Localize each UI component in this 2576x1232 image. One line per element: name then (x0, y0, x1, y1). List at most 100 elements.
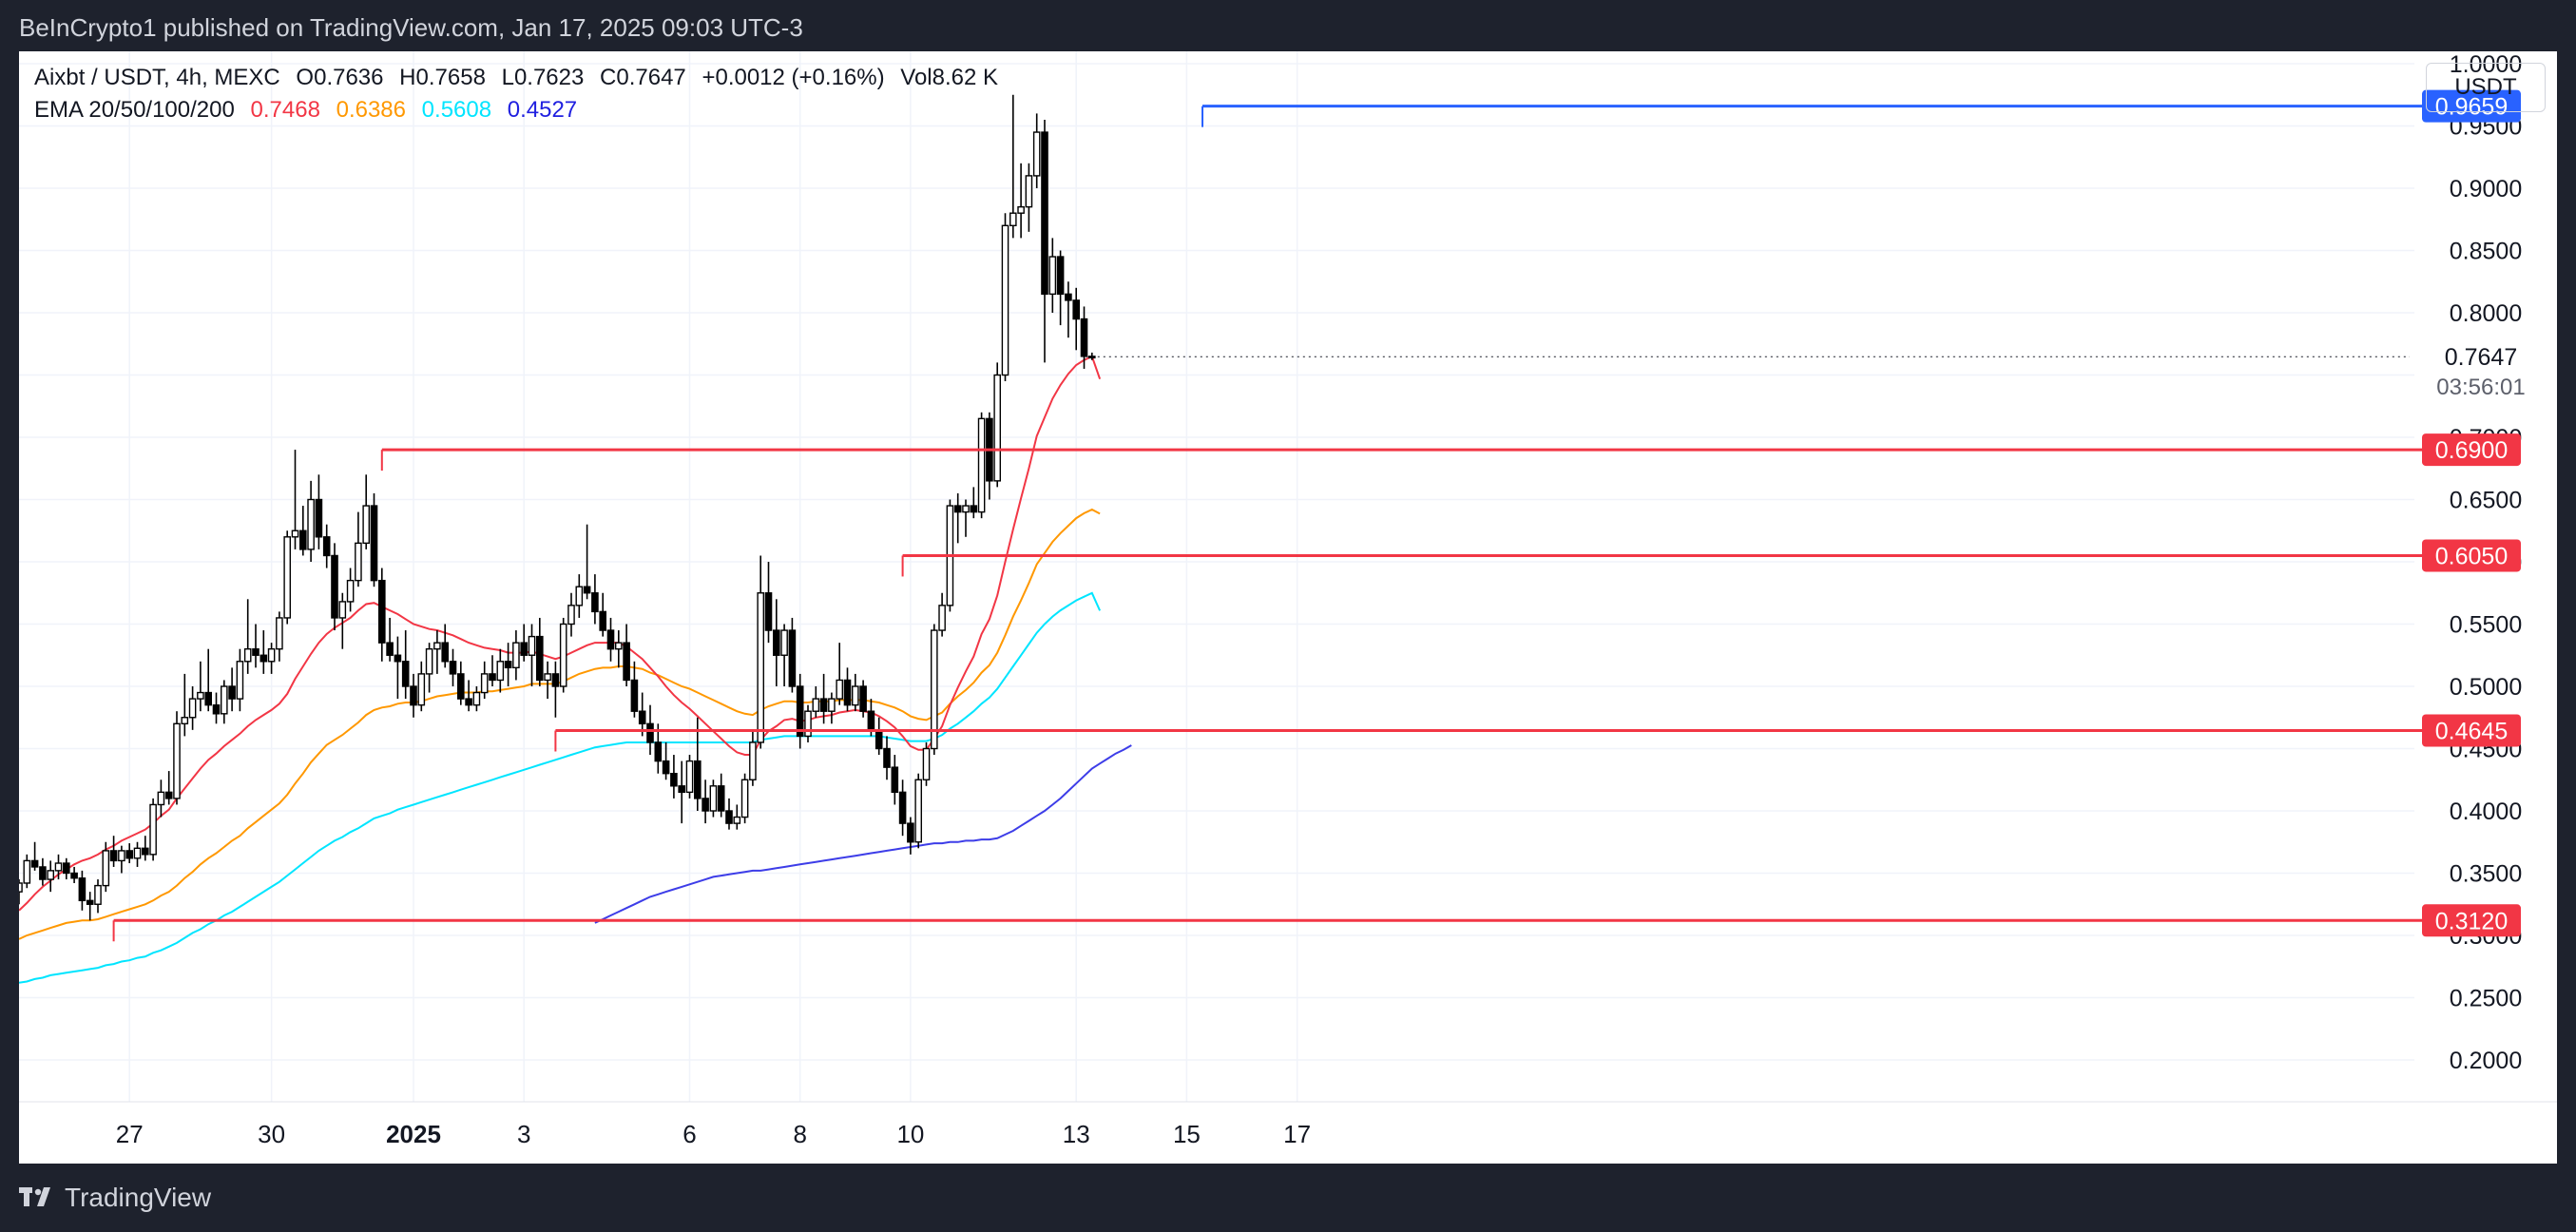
candle-down (788, 629, 797, 687)
candle-down (378, 579, 386, 644)
candle-down (953, 505, 962, 513)
candle-up (615, 642, 623, 650)
currency-button[interactable]: USDT (2426, 63, 2546, 112)
change-value: +0.0012 (+0.16%) (702, 65, 885, 90)
x-tick-label: 2025 (386, 1120, 441, 1148)
candle-down (30, 859, 39, 868)
candle-up (977, 417, 986, 513)
candle-down (623, 642, 630, 682)
candle-up (362, 505, 371, 545)
candle-down (141, 847, 149, 856)
price-label-badge (2422, 89, 2521, 123)
ema20-line (19, 355, 1102, 912)
price-label-badge (2422, 714, 2521, 747)
current-price-label: 0.7647 (2445, 344, 2517, 371)
candle-up (804, 710, 812, 738)
y-tick-label: 0.9000 (2450, 176, 2522, 202)
candle-down (819, 698, 828, 712)
x-tick-label: 27 (116, 1120, 144, 1148)
footer-brand: TradingView (65, 1183, 212, 1212)
y-tick-label: 0.4000 (2450, 799, 2522, 825)
high-value: H0.7658 (399, 65, 486, 90)
x-tick-label: 17 (1283, 1120, 1311, 1148)
symbol-label: Aixbt / USDT, 4h, MEXC (34, 65, 280, 90)
candle-down (638, 710, 646, 725)
candle-up (709, 785, 718, 812)
candle-down (662, 760, 670, 775)
candle-down (1065, 293, 1072, 301)
publisher-caption: BeInCrypto1 published on TradingView.com… (19, 13, 803, 42)
candle-up (567, 605, 575, 626)
candle-down (125, 850, 133, 859)
candle-up (749, 741, 757, 780)
price-chart[interactable]: 1.00000.95000.90000.85000.80000.75000.70… (19, 51, 2557, 1164)
ema-legend: EMA 20/50/100/200 0.7468 0.6386 0.5608 0… (34, 97, 586, 124)
candle-down (386, 642, 394, 656)
candle-down (843, 679, 852, 706)
candle-down (1041, 131, 1048, 296)
candle-up (23, 859, 31, 884)
candle-up (276, 617, 283, 650)
candle-up (94, 884, 102, 905)
candle-down (1056, 256, 1065, 296)
candle-up (220, 685, 228, 715)
price-label-badge (2422, 539, 2521, 572)
candle-down (299, 529, 307, 550)
candles (19, 94, 1096, 921)
candle-down (891, 766, 899, 794)
y-tick-label: 0.5500 (2450, 612, 2522, 639)
candle-up (472, 691, 481, 706)
candle-up (496, 661, 505, 682)
y-tick-label: 0.6500 (2450, 488, 2522, 514)
candle-down (1087, 356, 1096, 359)
candle-up (852, 685, 859, 706)
candle-down (717, 785, 725, 812)
candle-up (267, 648, 276, 663)
candle-down (465, 698, 472, 706)
y-tick-label: 1.0000 (2450, 51, 2522, 78)
candle-down (228, 685, 236, 700)
candle-down (702, 798, 709, 812)
candle-down (551, 673, 560, 687)
footer: TradingView (19, 1183, 211, 1213)
candle-up (938, 605, 946, 631)
price-label-badge (2422, 904, 2521, 937)
candle-down (252, 648, 260, 656)
candle-up (425, 648, 433, 675)
current-price-bg (2414, 339, 2547, 401)
ema200-line (594, 744, 1132, 924)
candle-down (898, 791, 907, 824)
candle-down (212, 703, 221, 715)
candle-up (828, 698, 836, 712)
candle-down (39, 866, 47, 880)
chart-panel[interactable]: 1.00000.95000.90000.85000.80000.75000.70… (19, 51, 2557, 1164)
candle-down (441, 642, 450, 663)
candle-up (740, 779, 749, 818)
candle-down (109, 850, 118, 862)
candle-down (694, 760, 702, 799)
x-tick-label: 10 (896, 1120, 924, 1148)
candle-up (1001, 224, 1009, 376)
candle-down (859, 685, 867, 712)
candle-up (757, 592, 764, 743)
candle-down (591, 592, 599, 613)
candle-down (883, 747, 891, 768)
candle-down (773, 629, 780, 656)
candle-down (70, 872, 78, 879)
tradingview-logo-icon (19, 1187, 50, 1206)
candle-up (173, 722, 181, 799)
candle-up (307, 498, 315, 550)
candle-down (583, 586, 591, 594)
ema20-value: 0.7468 (250, 97, 320, 123)
candle-up (914, 779, 922, 843)
candle-up (133, 847, 142, 859)
volume-value: Vol8.62 K (900, 65, 999, 90)
candle-up (962, 505, 970, 513)
candle-up (157, 791, 165, 806)
candle-down (678, 785, 685, 794)
candle-down (907, 822, 914, 843)
candle-down (725, 810, 733, 824)
candle-down (331, 554, 338, 619)
candle-down (315, 498, 323, 538)
candle-down (606, 629, 615, 650)
